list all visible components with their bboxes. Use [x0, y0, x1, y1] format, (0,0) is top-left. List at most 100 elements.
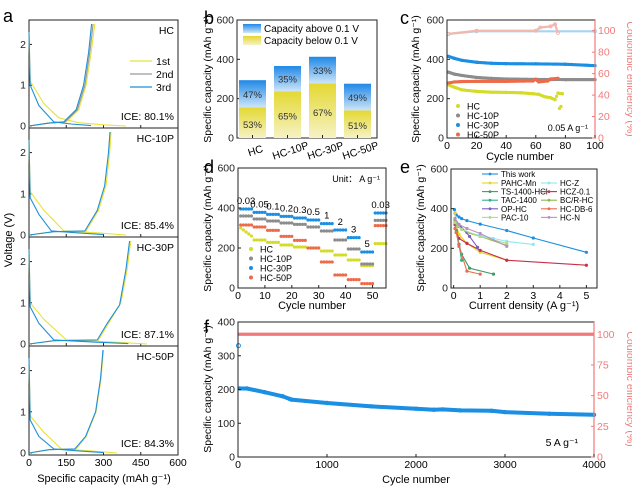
d-data-point-hc-10p — [257, 217, 262, 221]
d-data-point-hc-50p — [257, 225, 262, 229]
a-subplot-hc-50p: 0 1 2 0 150 300 450 600 HC-50P ICE: 84.3% — [20, 345, 187, 469]
panel-label-a: a — [3, 6, 14, 26]
f-y-tick-label: 200 — [217, 384, 235, 396]
f-data-point — [369, 404, 374, 409]
d-data-point-hc-10p — [365, 262, 369, 266]
d-data-point-hc-10p — [295, 222, 299, 226]
c-ce-point — [538, 25, 543, 30]
f-y-right-tick-label: 25 — [597, 421, 609, 433]
e-data-point — [584, 263, 588, 267]
e-legend-marker — [547, 181, 551, 185]
f-data-point — [324, 400, 330, 406]
c-data-point-hc — [553, 98, 557, 102]
d-data-point-hc-30p — [341, 228, 345, 232]
d-data-point-hc-30p — [365, 250, 369, 254]
d-data-point-hc-30p — [381, 211, 385, 215]
b-bar-label-below: 53% — [243, 120, 263, 131]
f-data-point — [431, 407, 436, 412]
e-data-point — [453, 226, 457, 231]
d-data-point-hc-50p — [239, 223, 243, 227]
c-data-point-hc-30p — [504, 62, 508, 66]
c-y-right-tick-label: 40 — [598, 90, 610, 102]
d-data-point-hc-50p — [241, 223, 245, 227]
d-data-point-hc-30p — [354, 236, 358, 240]
d-data-point-hc-10p — [314, 225, 318, 229]
d-data-point-hc — [327, 249, 332, 253]
c-data-point-hc — [549, 96, 553, 100]
a-discharge-curve-3rd — [28, 358, 104, 454]
d-data-point-hc-50p — [298, 238, 302, 242]
d-x-tick-label: 50 — [367, 290, 379, 302]
d-data-point-hc — [379, 242, 383, 246]
a-sample-name: HC-50P — [137, 351, 174, 363]
f-data-point — [244, 386, 250, 391]
a-y-tick-label: 1 — [20, 406, 26, 418]
panel-e-comparison: e Specific capacity (mAh g⁻¹) Current de… — [400, 157, 598, 312]
d-data-point-hc-30p — [241, 207, 245, 211]
c-ce-point — [533, 28, 538, 33]
a-ice-value: ICE: 80.1% — [121, 111, 174, 123]
d-data-point-hc-50p — [360, 282, 364, 286]
d-data-point-hc-10p — [311, 225, 315, 229]
d-data-point-hc-50p — [333, 273, 337, 277]
b-bar-label-below: 51% — [348, 121, 368, 132]
e-legend-label: This work — [501, 170, 536, 179]
d-data-point-hc-30p — [266, 212, 270, 216]
e-x-tick-label: 2 — [504, 290, 510, 302]
d-data-point-hc-50p — [274, 228, 278, 232]
panel-label-c: c — [400, 8, 409, 28]
d-data-point-hc-30p — [322, 222, 326, 226]
b-bar-label-below: 67% — [313, 108, 333, 119]
f-y-tick-label: 100 — [217, 418, 235, 430]
d-rate-label: 0.2 — [280, 203, 293, 214]
a-legend-label: 2nd — [156, 69, 174, 81]
d-data-point-hc-30p — [325, 222, 329, 226]
c-data-point-hc-30p — [452, 56, 456, 60]
a-x-tick-label: 150 — [57, 457, 75, 469]
c-y-right-axis-label: Coulombic efficiency (%) — [624, 21, 632, 136]
d-x-axis-label: Cycle number — [278, 300, 346, 312]
d-data-point-hc-10p — [274, 219, 278, 223]
e-legend-marker — [547, 207, 551, 211]
d-data-point-hc-10p — [268, 219, 272, 223]
d-data-point-hc — [260, 238, 264, 242]
d-data-point-hc-10p — [300, 222, 305, 226]
d-data-point-hc-50p — [344, 273, 348, 277]
d-data-point-hc-30p — [279, 214, 283, 218]
e-x-tick-label: 1 — [477, 290, 483, 302]
e-legend-label: OP-HC — [501, 205, 527, 214]
b-bar-above-0.1v — [239, 80, 266, 108]
e-data-point — [491, 272, 496, 276]
d-data-point-hc — [352, 258, 356, 262]
e-data-point — [457, 215, 461, 219]
e-data-point — [505, 228, 509, 233]
c-data-point-hc-10p — [563, 77, 568, 82]
e-legend-marker — [547, 190, 551, 194]
b-bar-below-0.1v — [309, 83, 336, 138]
d-y-axis-label: Specific capacity (mAh g⁻¹) — [202, 164, 214, 292]
e-data-point — [505, 258, 509, 262]
d-data-point-hc — [357, 258, 361, 262]
d-data-point-hc-30p — [303, 216, 307, 220]
d-data-point-hc-30p — [317, 218, 321, 222]
d-data-point-hc-50p — [249, 223, 254, 227]
f-y-axis-label: Specific capacity (mAh g⁻¹) — [202, 325, 214, 453]
e-data-point — [465, 269, 469, 273]
c-legend-marker — [456, 104, 460, 108]
d-data-point-hc-10p — [327, 229, 332, 233]
e-data-point — [460, 216, 464, 221]
d-data-point-hc — [341, 253, 345, 257]
d-x-tick-label: 0 — [235, 290, 241, 302]
d-data-point-hc — [344, 253, 348, 257]
e-data-point — [453, 220, 457, 225]
d-data-point-hc-10p — [292, 222, 297, 226]
c-y-tick-label: 600 — [426, 15, 444, 27]
d-data-point-hc-50p — [309, 246, 313, 250]
c-x-axis-label: Cycle number — [486, 151, 554, 163]
panel-label-f: f — [204, 317, 210, 337]
d-legend-marker — [249, 275, 253, 280]
d-data-point-hc — [263, 238, 267, 242]
e-legend-marker — [488, 181, 492, 185]
d-data-point-hc-50p — [330, 260, 334, 264]
